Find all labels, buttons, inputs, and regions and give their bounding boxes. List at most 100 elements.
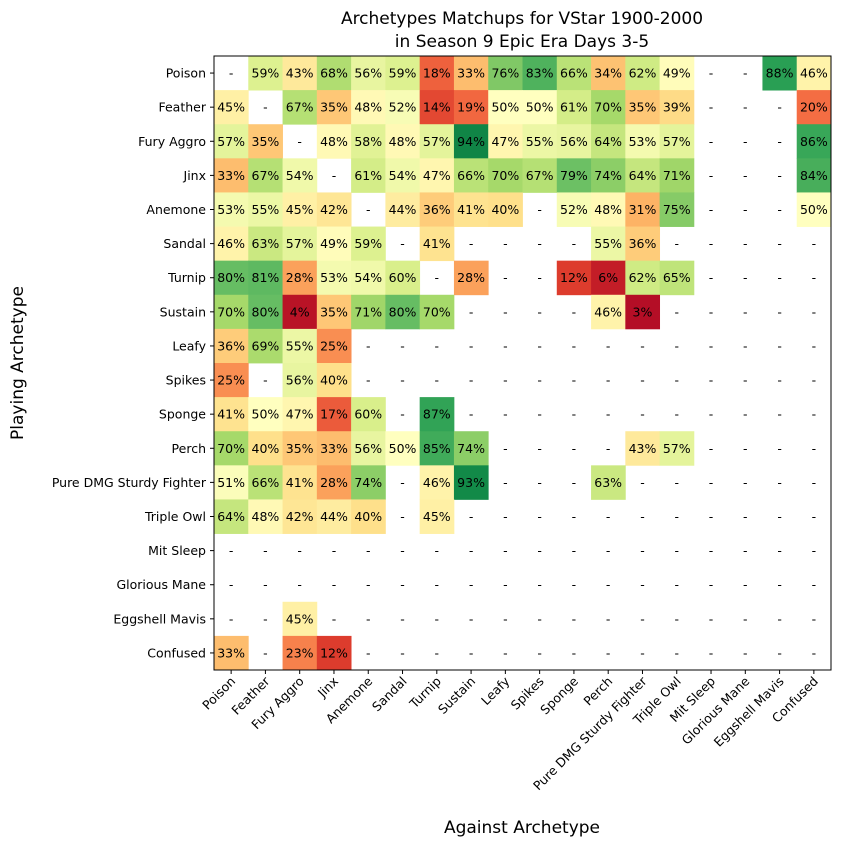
cell-anemone-vs-sponge bbox=[556, 192, 592, 227]
cell-value-label: 53% bbox=[629, 134, 657, 149]
cell-missing-label: - bbox=[743, 202, 748, 217]
cell-missing-label: - bbox=[777, 441, 782, 456]
cell-value-label: 56% bbox=[354, 66, 382, 81]
cell-spikes-vs-poison bbox=[214, 363, 249, 398]
cell-value-label: 49% bbox=[320, 236, 348, 251]
cell-fury-aggro-vs-poison bbox=[214, 124, 249, 159]
y-tick-sustain: Sustain bbox=[160, 304, 206, 319]
cell-missing-label: - bbox=[572, 577, 577, 592]
cell-jinx-vs-spikes bbox=[522, 158, 558, 193]
cell-missing-label: - bbox=[606, 373, 611, 388]
cell-fury-aggro-vs-leafy bbox=[488, 124, 523, 159]
cell-poison-vs-confused bbox=[796, 56, 832, 91]
y-axis-label: Playing Archetype bbox=[8, 286, 28, 440]
cell-value-label: 69% bbox=[252, 338, 280, 353]
cell-value-label: 19% bbox=[457, 100, 485, 115]
cell-perch-vs-jinx bbox=[316, 431, 352, 466]
cell-sandal-vs-pure-dmg-sturdy-fighter bbox=[625, 226, 661, 262]
cell-sustain-vs-jinx bbox=[316, 294, 352, 330]
cell-value-label: 63% bbox=[252, 236, 280, 251]
cell-value-label: 45% bbox=[286, 611, 314, 626]
cell-missing-label: - bbox=[606, 338, 611, 353]
y-tick-jinx: Jinx bbox=[183, 168, 206, 183]
cell-missing-label: - bbox=[743, 645, 748, 660]
cell-value-label: 59% bbox=[252, 66, 280, 81]
cell-feather-vs-confused bbox=[796, 90, 832, 125]
cell-missing-label: - bbox=[400, 373, 405, 388]
cell-missing-label: - bbox=[469, 338, 474, 353]
cell-poison-vs-triple-owl bbox=[659, 56, 695, 91]
cell-anemone-vs-sandal bbox=[385, 192, 421, 227]
cell-value-label: 57% bbox=[663, 134, 691, 149]
cell-missing-label: - bbox=[743, 373, 748, 388]
cell-missing-label: - bbox=[777, 475, 782, 490]
cell-missing-label: - bbox=[777, 168, 782, 183]
cell-anemone-vs-jinx bbox=[316, 192, 352, 227]
cell-value-label: 54% bbox=[389, 168, 417, 183]
cell-missing-label: - bbox=[812, 236, 817, 251]
cell-poison-vs-turnip bbox=[419, 56, 455, 91]
y-tick-leafy: Leafy bbox=[172, 338, 206, 353]
cell-perch-vs-triple-owl bbox=[659, 431, 695, 466]
cell-sustain-vs-sandal bbox=[385, 294, 421, 330]
y-tick-labels: Poison Feather Fury Aggro Jinx Anemone Sandal… bbox=[52, 66, 214, 660]
y-tick-anemone: Anemone bbox=[146, 202, 206, 217]
x-tick-jinx: Jinx bbox=[314, 674, 341, 701]
cell-missing-label: - bbox=[537, 509, 542, 524]
cell-missing-label: - bbox=[743, 543, 748, 558]
cell-value-label: 31% bbox=[629, 202, 657, 217]
cell-value-label: 67% bbox=[252, 168, 280, 183]
cell-value-label: 33% bbox=[217, 645, 245, 660]
cell-missing-label: - bbox=[674, 407, 679, 422]
cell-missing-label: - bbox=[572, 407, 577, 422]
cell-missing-label: - bbox=[709, 236, 714, 251]
cell-jinx-vs-poison bbox=[214, 158, 249, 193]
cell-missing-label: - bbox=[469, 407, 474, 422]
cell-value-label: 80% bbox=[389, 304, 417, 319]
cell-value-label: 42% bbox=[286, 509, 314, 524]
cell-missing-label: - bbox=[777, 373, 782, 388]
cell-missing-label: - bbox=[812, 475, 817, 490]
cell-sponge-vs-poison bbox=[214, 397, 249, 432]
cell-turnip-vs-triple-owl bbox=[659, 260, 695, 296]
cell-value-label: 18% bbox=[423, 66, 451, 81]
cell-poison-vs-spikes bbox=[522, 56, 558, 91]
cell-missing-label: - bbox=[400, 407, 405, 422]
cell-poison-vs-leafy bbox=[488, 56, 523, 91]
cell-missing-label: - bbox=[229, 543, 234, 558]
cell-missing-label: - bbox=[469, 577, 474, 592]
cell-pure-dmg-sturdy-fighter-vs-fury-aggro bbox=[282, 465, 318, 500]
cell-missing-label: - bbox=[777, 509, 782, 524]
cell-turnip-vs-perch bbox=[591, 260, 626, 296]
cell-missing-label: - bbox=[777, 270, 782, 285]
x-tick-sponge: Sponge bbox=[537, 673, 581, 717]
cell-feather-vs-triple-owl bbox=[659, 90, 695, 125]
y-tick-sandal: Sandal bbox=[163, 236, 206, 251]
cell-value-label: 59% bbox=[354, 236, 382, 251]
y-tick-mit-sleep: Mit Sleep bbox=[148, 543, 206, 558]
cell-jinx-vs-sustain bbox=[453, 158, 489, 193]
cell-missing-label: - bbox=[777, 543, 782, 558]
cell-feather-vs-spikes bbox=[522, 90, 558, 125]
cell-missing-label: - bbox=[366, 577, 371, 592]
cell-value-label: 55% bbox=[286, 338, 314, 353]
cell-poison-vs-sandal bbox=[385, 56, 421, 91]
y-tick-fury-aggro: Fury Aggro bbox=[138, 134, 206, 149]
cell-missing-label: - bbox=[709, 441, 714, 456]
cell-value-label: 44% bbox=[389, 202, 417, 217]
cell-missing-label: - bbox=[332, 543, 337, 558]
cell-missing-label: - bbox=[812, 441, 817, 456]
cell-missing-label: - bbox=[709, 509, 714, 524]
cell-value-label: 52% bbox=[560, 202, 588, 217]
cell-value-label: 45% bbox=[423, 509, 451, 524]
cell-missing-label: - bbox=[503, 577, 508, 592]
cell-missing-label: - bbox=[503, 236, 508, 251]
cell-perch-vs-sandal bbox=[385, 431, 421, 466]
cell-missing-label: - bbox=[263, 100, 268, 115]
cell-missing-label: - bbox=[674, 338, 679, 353]
cell-jinx-vs-feather bbox=[248, 158, 283, 193]
cell-value-label: 68% bbox=[320, 66, 348, 81]
cell-missing-label: - bbox=[640, 611, 645, 626]
cell-value-label: 47% bbox=[286, 407, 314, 422]
